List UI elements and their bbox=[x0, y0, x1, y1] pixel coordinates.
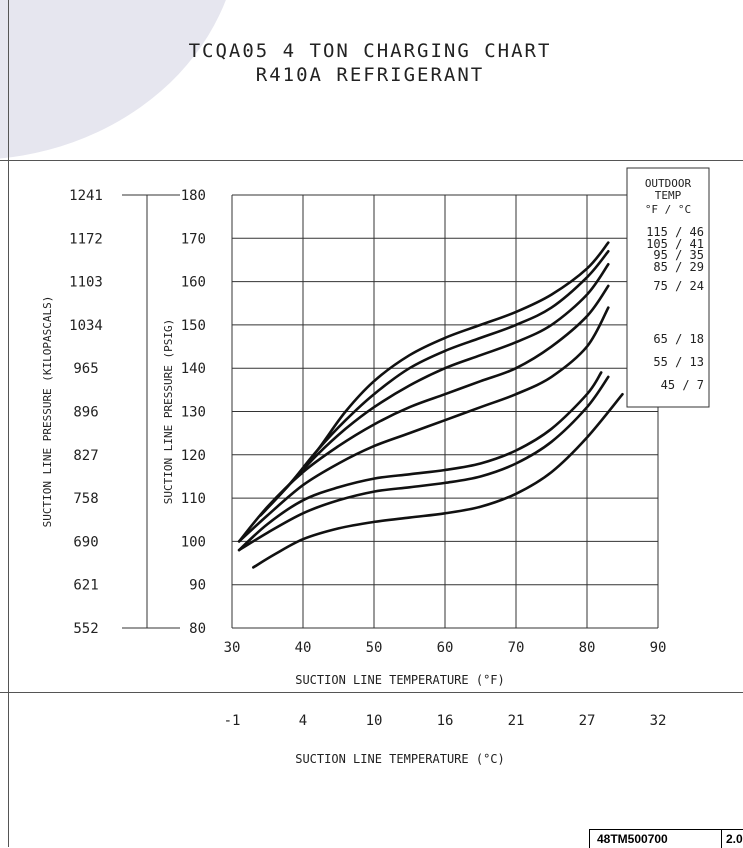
x-tick-label: 50 bbox=[366, 640, 383, 656]
x2-tick-label: 16 bbox=[437, 713, 454, 729]
y2-tick-label: 1034 bbox=[69, 318, 103, 334]
frame-left bbox=[8, 0, 9, 847]
legend-entry: 55 / 13 bbox=[653, 355, 704, 369]
series-line-2 bbox=[259, 250, 610, 517]
series-line-3 bbox=[259, 263, 610, 517]
y-tick-label: 170 bbox=[181, 231, 206, 247]
y-tick-label: 120 bbox=[181, 448, 206, 464]
x2-tick-label: 32 bbox=[650, 713, 667, 729]
legend-header: °F / °C bbox=[645, 203, 691, 216]
series-line-4 bbox=[237, 284, 610, 543]
x-tick-label: 40 bbox=[295, 640, 312, 656]
watermark bbox=[0, 0, 743, 160]
x-tick-label: 90 bbox=[650, 640, 667, 656]
y2-tick-label: 1172 bbox=[69, 231, 103, 247]
y-tick-label: 110 bbox=[181, 491, 206, 507]
series-line-6 bbox=[237, 371, 603, 552]
legend-entry: 105 / 41 bbox=[646, 237, 704, 251]
document-number-box: 48TM500700 2.0 bbox=[589, 829, 743, 848]
y-axis-title: SUCTION LINE PRESSURE (PSIG) bbox=[162, 319, 175, 504]
document-number: 48TM500700 bbox=[597, 832, 668, 846]
y2-tick-label: 1103 bbox=[69, 275, 103, 291]
x2-tick-label: 10 bbox=[366, 713, 383, 729]
y2-tick-label: 758 bbox=[73, 491, 98, 507]
x-tick-label: 80 bbox=[579, 640, 596, 656]
document-box-divider bbox=[721, 830, 722, 848]
chart-subtitle: R410A REFRIGERANT bbox=[255, 64, 485, 86]
legend-entry: 75 / 24 bbox=[653, 279, 704, 293]
y2-tick-label: 827 bbox=[73, 448, 98, 464]
y-tick-label: 180 bbox=[181, 188, 206, 204]
y2-tick-label: 896 bbox=[73, 405, 98, 421]
chart-title: TCQA05 4 TON CHARGING CHART bbox=[188, 40, 552, 62]
legend-entry: 65 / 18 bbox=[653, 332, 704, 346]
y2-tick-label: 1241 bbox=[69, 188, 103, 204]
x-axis-title: SUCTION LINE TEMPERATURE (°F) bbox=[295, 673, 505, 687]
series-line-5 bbox=[237, 306, 610, 543]
x2-tick-label: -1 bbox=[224, 713, 241, 729]
y2-tick-label: 965 bbox=[73, 361, 98, 377]
divider-bottom bbox=[0, 692, 743, 693]
legend-entry: 95 / 35 bbox=[653, 248, 704, 262]
divider-top bbox=[0, 160, 743, 161]
legend-header: TEMP bbox=[655, 189, 682, 202]
legend-header: OUTDOOR bbox=[645, 177, 692, 190]
legend-entry: 85 / 29 bbox=[653, 260, 704, 274]
x2-axis-title: SUCTION LINE TEMPERATURE (°C) bbox=[295, 752, 505, 766]
y-tick-label: 160 bbox=[181, 275, 206, 291]
x-tick-label: 70 bbox=[508, 640, 525, 656]
x2-tick-label: 4 bbox=[299, 713, 307, 729]
y2-tick-label: 552 bbox=[73, 621, 98, 637]
legend-box bbox=[626, 167, 710, 408]
y-tick-label: 90 bbox=[189, 578, 206, 594]
series-line-7 bbox=[237, 375, 610, 552]
y-tick-label: 150 bbox=[181, 318, 206, 334]
x-tick-label: 30 bbox=[224, 640, 241, 656]
y2-tick-label: 690 bbox=[73, 534, 98, 550]
y2-axis-title: SUCTION LINE PRESSURE (KILOPASCALS) bbox=[41, 296, 54, 528]
x-tick-label: 60 bbox=[437, 640, 454, 656]
x2-tick-label: 21 bbox=[508, 713, 525, 729]
legend-entry: 45 / 7 bbox=[661, 378, 704, 392]
y-tick-label: 100 bbox=[181, 534, 206, 550]
y-tick-label: 140 bbox=[181, 361, 206, 377]
series-line-8 bbox=[252, 392, 624, 569]
legend-entry: 115 / 46 bbox=[646, 225, 704, 239]
y-tick-label: 80 bbox=[189, 621, 206, 637]
y2-tick-label: 621 bbox=[73, 578, 98, 594]
y-tick-label: 130 bbox=[181, 405, 206, 421]
x2-tick-label: 27 bbox=[579, 713, 596, 729]
document-version: 2.0 bbox=[726, 832, 743, 846]
series-line-1 bbox=[259, 241, 610, 517]
